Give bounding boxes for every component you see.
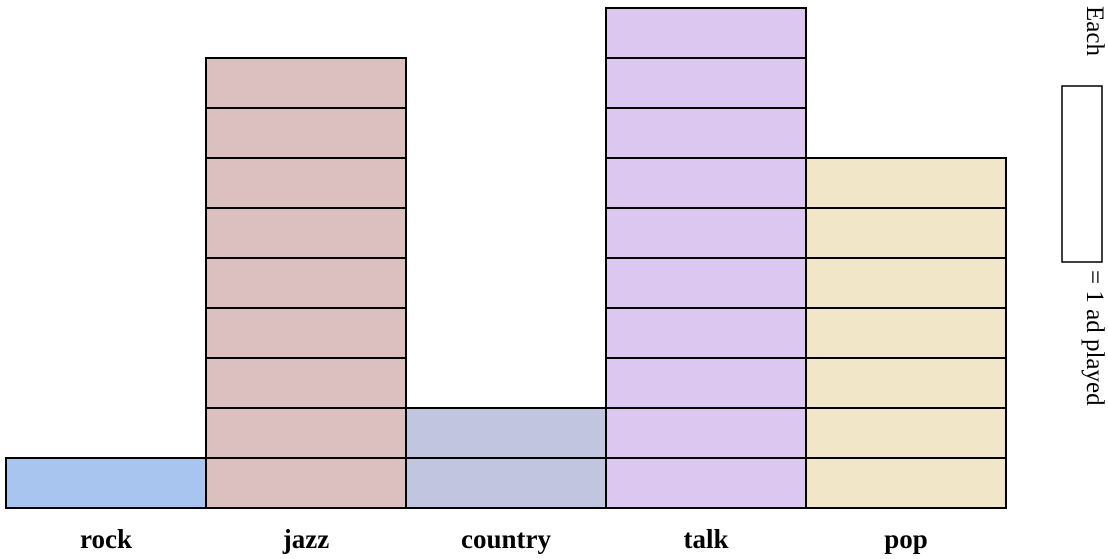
- category-label-country: country: [461, 524, 551, 554]
- category-labels-group: rock jazz country talk pop: [80, 524, 928, 554]
- bar-unit-pop-5: [805, 257, 1007, 309]
- bar-unit-pop-4: [805, 307, 1007, 359]
- category-label-pop: pop: [884, 524, 928, 554]
- bar-unit-jazz-2: [205, 407, 407, 459]
- category-label-rock: rock: [80, 524, 132, 554]
- legend-rotated: Each = 1 ad played: [1061, 6, 1108, 406]
- bar-unit-talk-8: [605, 107, 807, 159]
- bar-unit-pop-2: [805, 407, 1007, 459]
- bar-unit-jazz-5: [205, 257, 407, 309]
- bar-unit-jazz-7: [205, 157, 407, 209]
- bar-unit-jazz-9: [205, 57, 407, 109]
- bar-unit-talk-5: [605, 257, 807, 309]
- bar-unit-rock-1: [5, 457, 207, 509]
- bar-unit-talk-4: [605, 307, 807, 359]
- legend-suffix: = 1 ad played: [1081, 270, 1108, 406]
- bar-unit-jazz-3: [205, 357, 407, 409]
- bars-group: [5, 7, 1007, 509]
- category-label-jazz: jazz: [282, 524, 329, 554]
- bar-unit-pop-6: [805, 207, 1007, 259]
- category-label-talk: talk: [683, 524, 728, 554]
- bar-unit-jazz-1: [205, 457, 407, 509]
- bar-unit-country-1: [405, 457, 607, 509]
- bar-unit-country-2: [405, 407, 607, 459]
- bar-unit-talk-7: [605, 157, 807, 209]
- bar-unit-pop-7: [805, 157, 1007, 209]
- bar-unit-jazz-4: [205, 307, 407, 359]
- bar-unit-talk-2: [605, 407, 807, 459]
- bar-unit-talk-6: [605, 207, 807, 259]
- bar-unit-jazz-8: [205, 107, 407, 159]
- legend: Each = 1 ad played: [1061, 6, 1108, 406]
- bar-unit-talk-10: [605, 7, 807, 59]
- bar-unit-pop-3: [805, 357, 1007, 409]
- bar-unit-talk-9: [605, 57, 807, 109]
- bar-unit-jazz-6: [205, 207, 407, 259]
- bar-unit-talk-3: [605, 357, 807, 409]
- bar-unit-talk-1: [605, 457, 807, 509]
- bar-unit-pop-1: [805, 457, 1007, 509]
- legend-prefix: Each: [1081, 6, 1108, 56]
- legend-unit-box: [1061, 85, 1103, 263]
